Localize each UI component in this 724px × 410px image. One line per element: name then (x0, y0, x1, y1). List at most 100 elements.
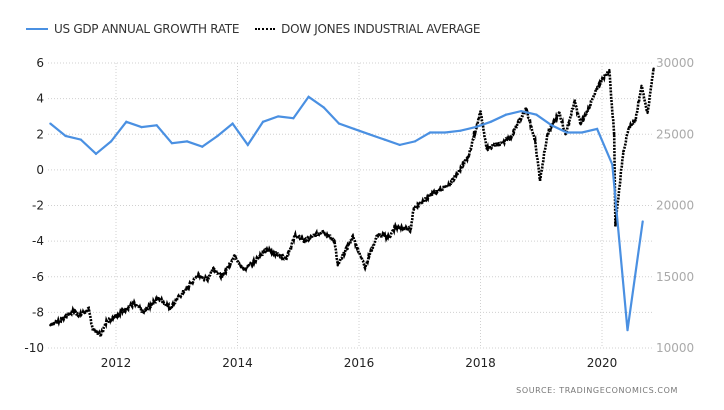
legend-item-dow[interactable]: DOW JONES INDUSTRIAL AVERAGE (255, 22, 480, 36)
dow-jones-point (646, 111, 649, 115)
gdp-growth-point (49, 122, 52, 125)
gdp-growth-point (261, 120, 265, 123)
dow-jones-point (608, 68, 611, 72)
series-layer (49, 67, 655, 339)
dow-jones-point (91, 328, 95, 331)
gdp-growth-point (398, 143, 401, 147)
y-right-tick-label: 20000 (656, 199, 694, 213)
dow-jones-point (49, 324, 52, 327)
dow-jones-point (430, 192, 434, 196)
dow-jones-point (72, 309, 75, 313)
x-tick-label: 2012 (101, 356, 132, 370)
dow-jones-line (49, 68, 655, 339)
gdp-growth-point (140, 126, 143, 129)
y-axis-left: -10 -8 -6 -4 -2 0 2 4 6 (24, 56, 44, 355)
y-left-tick-label: 2 (36, 127, 44, 141)
gdp-growth-point (201, 145, 204, 148)
gridlines (48, 62, 652, 349)
dow-jones-point (652, 67, 655, 70)
y-right-tick-label: 10000 (656, 341, 694, 355)
dow-jones-point (394, 225, 397, 229)
gdp-growth-point (504, 113, 508, 116)
dow-jones-point (205, 278, 209, 281)
gdp-growth-line (49, 95, 644, 331)
dow-jones-point (558, 111, 561, 115)
gdp-growth-point (611, 163, 614, 166)
dow-jones-point (597, 83, 601, 86)
dow-jones-point (105, 319, 109, 323)
dow-jones-point (242, 268, 245, 271)
legend-label-dow: DOW JONES INDUSTRIAL AVERAGE (281, 22, 481, 36)
gdp-growth-point (322, 106, 325, 109)
dow-jones-point (333, 239, 336, 243)
dow-jones-point (133, 302, 136, 306)
y-left-tick-label: 6 (36, 56, 44, 70)
gdp-growth-point (79, 138, 82, 141)
dow-jones-point (78, 314, 81, 317)
dow-jones-point (448, 182, 452, 186)
gdp-growth-point (474, 126, 477, 129)
dow-jones-point (169, 306, 172, 310)
y-right-tick-label: 30000 (656, 56, 694, 70)
gdp-growth-point (170, 142, 173, 145)
gdp-growth-point (459, 129, 462, 132)
gdp-growth-point (535, 113, 538, 116)
dow-jones-point (579, 123, 582, 126)
dow-jones-point (640, 84, 643, 88)
x-axis: 2012 2014 2016 2018 2020 (101, 356, 618, 370)
gdp-growth-point (216, 134, 219, 138)
dow-jones-point (573, 100, 576, 103)
x-tick-label: 2014 (222, 356, 253, 370)
dow-jones-point (87, 308, 90, 311)
gdp-growth-point (413, 140, 416, 143)
legend-label-gdp: US GDP ANNUAL GROWTH RATE (54, 22, 240, 36)
legend-line-swatch-icon (26, 28, 48, 30)
dow-jones-point (628, 125, 631, 129)
y-left-tick-label: 4 (36, 92, 44, 106)
dow-jones-point (564, 133, 567, 136)
dow-jones-point (336, 264, 339, 267)
dow-jones-point (157, 296, 160, 300)
dow-jones-point (114, 314, 118, 317)
gdp-growth-point (368, 133, 371, 136)
y-axis-right: 10000 15000 20000 25000 30000 (656, 56, 694, 355)
dow-jones-point (351, 235, 355, 239)
gdp-growth-point (337, 122, 341, 125)
source-label: SOURCE: TRADINGECONOMICS.COM (516, 386, 678, 395)
dow-jones-point (622, 150, 625, 153)
legend-item-gdp[interactable]: US GDP ANNUAL GROWTH RATE (26, 22, 239, 36)
dow-jones-point (212, 267, 215, 270)
y-left-tick-label: 0 (36, 163, 44, 177)
gdp-growth-point (353, 127, 356, 131)
gdp-growth-point (125, 120, 128, 123)
dow-jones-point (546, 133, 549, 136)
y-left-tick-label: -6 (32, 270, 44, 284)
gdp-growth-point (64, 134, 67, 138)
dow-jones-point (533, 140, 537, 143)
y-left-tick-label: -8 (32, 305, 44, 319)
dow-jones-point (538, 178, 542, 182)
dow-jones-point (303, 239, 306, 243)
dow-jones-point (376, 234, 379, 237)
gdp-growth-point (292, 117, 295, 120)
gdp-growth-point (520, 109, 523, 113)
gdp-growth-point (489, 120, 492, 123)
legend-dotted-swatch-icon (255, 28, 276, 30)
gdp-growth-point (246, 143, 249, 147)
y-left-tick-label: -10 (24, 341, 44, 355)
gdp-growth-point (641, 220, 644, 223)
gdp-growth-point (626, 329, 629, 332)
dow-jones-point (294, 234, 297, 237)
y-right-tick-label: 25000 (656, 127, 694, 141)
dow-jones-point (467, 155, 470, 159)
x-tick-label: 2016 (344, 356, 375, 370)
y-left-tick-label: -4 (32, 234, 44, 248)
gdp-growth-point (185, 140, 189, 143)
dow-jones-point (284, 257, 288, 260)
legend: US GDP ANNUAL GROWTH RATE DOW JONES INDU… (26, 22, 496, 36)
dow-jones-point (99, 333, 103, 337)
dow-jones-point (175, 298, 178, 301)
gdp-growth-point (110, 140, 113, 143)
dow-jones-point (412, 207, 415, 210)
